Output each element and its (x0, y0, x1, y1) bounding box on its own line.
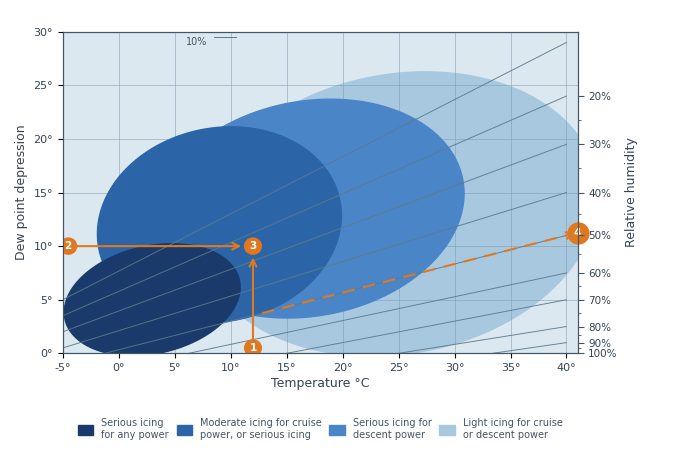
Y-axis label: Dew point depression: Dew point depression (15, 125, 28, 260)
Text: 1: 1 (249, 343, 257, 353)
Circle shape (60, 238, 77, 254)
Circle shape (244, 340, 262, 356)
Circle shape (244, 238, 262, 254)
X-axis label: Temperature °C: Temperature °C (271, 377, 370, 390)
Polygon shape (154, 99, 464, 318)
Polygon shape (64, 244, 240, 356)
Text: 2: 2 (65, 241, 72, 251)
Text: 3: 3 (249, 241, 257, 251)
Text: 10%: 10% (187, 37, 207, 47)
Legend: Serious icing
for any power, Moderate icing for cruise
power, or serious icing, : Serious icing for any power, Moderate ic… (74, 414, 567, 443)
Y-axis label: Relative humidity: Relative humidity (624, 138, 638, 247)
Polygon shape (97, 127, 341, 323)
Polygon shape (199, 72, 598, 356)
Text: 4: 4 (574, 227, 581, 237)
